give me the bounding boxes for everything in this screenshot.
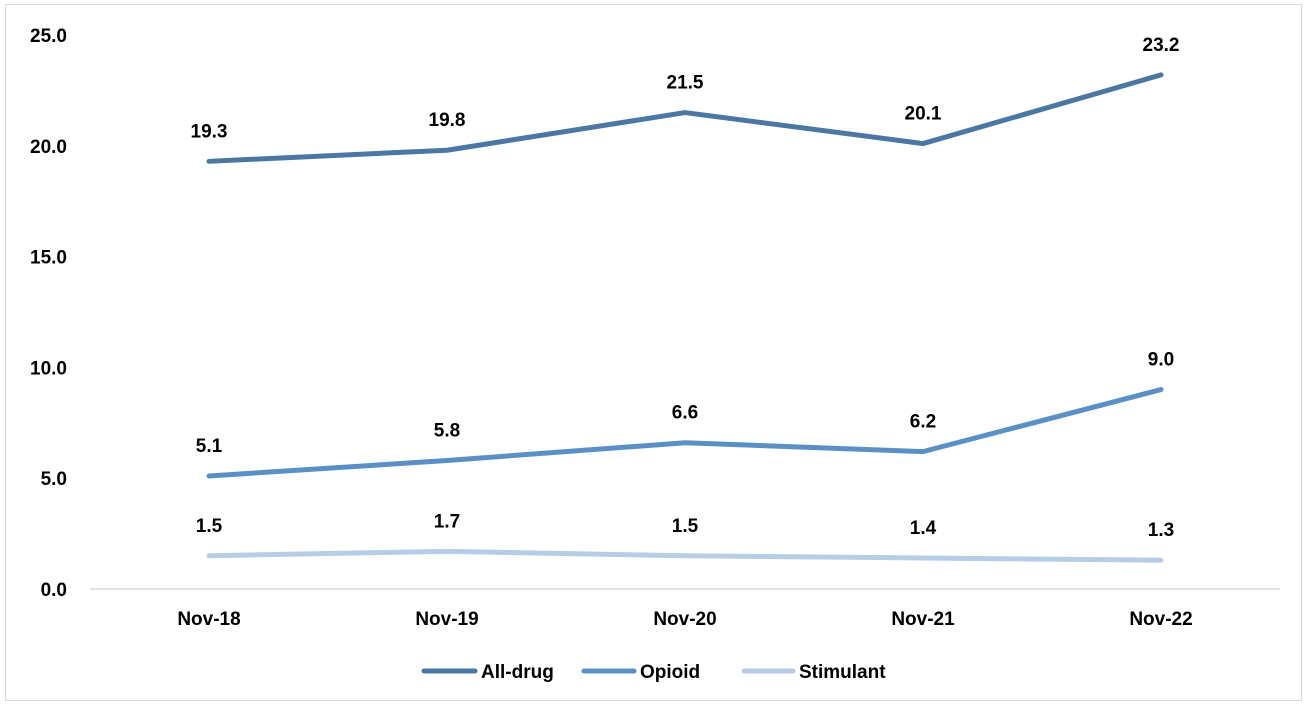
y-tick-label: 25.0 — [30, 26, 67, 47]
y-axis-tick-labels: 0.0 5.0 10.0 15.0 20.0 25.0 — [30, 26, 67, 601]
data-label-stimulant: 1.3 — [1148, 520, 1174, 541]
y-tick-label: 20.0 — [30, 137, 67, 158]
data-label-all-drug: 23.2 — [1143, 35, 1180, 56]
data-labels: 19.3 19.8 21.5 20.1 23.2 5.1 5.8 6.6 6.2 9.0 1.5 1.… — [191, 35, 1180, 541]
data-label-all-drug: 21.5 — [667, 73, 704, 94]
x-tick-label: Nov-21 — [891, 609, 955, 630]
data-label-opioid: 6.2 — [910, 412, 936, 433]
data-label-stimulant: 1.7 — [434, 511, 460, 532]
data-label-all-drug: 19.3 — [191, 121, 228, 142]
legend: All-drug Opioid Stimulant — [421, 662, 886, 683]
legend-label-opioid: Opioid — [640, 662, 700, 683]
data-label-opioid: 9.0 — [1148, 350, 1174, 371]
y-tick-label: 5.0 — [41, 469, 67, 490]
series-line-all-drug — [206, 72, 1164, 164]
chart-frame — [5, 4, 1302, 701]
x-tick-label: Nov-19 — [415, 609, 478, 630]
x-axis-tick-labels: Nov-18 Nov-19 Nov-20 Nov-21 Nov-22 — [177, 609, 1192, 630]
data-label-stimulant: 1.5 — [196, 516, 223, 537]
legend-label-all-drug: All-drug — [481, 662, 554, 683]
data-label-stimulant: 1.5 — [672, 516, 699, 537]
data-label-all-drug: 20.1 — [905, 104, 942, 125]
x-tick-label: Nov-18 — [177, 609, 240, 630]
y-tick-label: 0.0 — [41, 580, 67, 601]
series-line-stimulant — [206, 548, 1164, 563]
data-label-opioid: 5.8 — [434, 420, 460, 441]
y-tick-label: 15.0 — [30, 248, 67, 269]
data-label-all-drug: 19.8 — [429, 110, 466, 131]
data-label-stimulant: 1.4 — [910, 518, 937, 539]
data-label-opioid: 5.1 — [196, 436, 223, 457]
x-tick-label: Nov-22 — [1129, 609, 1192, 630]
legend-label-stimulant: Stimulant — [799, 662, 886, 683]
series-line-opioid — [206, 387, 1164, 479]
data-label-opioid: 6.6 — [672, 403, 698, 424]
y-tick-label: 10.0 — [30, 358, 67, 379]
series-lines — [206, 72, 1164, 563]
x-tick-label: Nov-20 — [653, 609, 716, 630]
